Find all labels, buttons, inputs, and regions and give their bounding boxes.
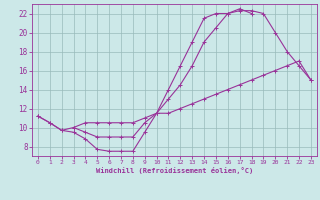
X-axis label: Windchill (Refroidissement éolien,°C): Windchill (Refroidissement éolien,°C): [96, 167, 253, 174]
